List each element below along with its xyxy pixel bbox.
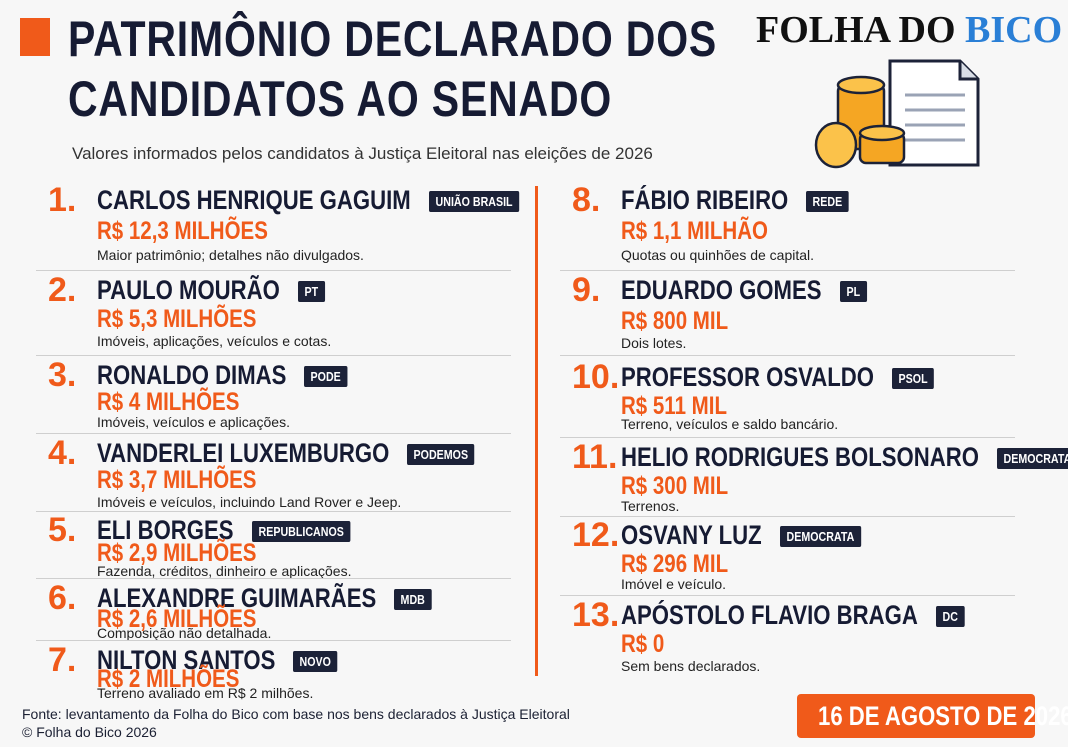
- party-badge: DC: [935, 606, 965, 627]
- rank: 5.: [48, 511, 77, 549]
- rank: 10.: [572, 358, 620, 396]
- amount: R$ 296 MIL: [621, 550, 729, 578]
- amount: R$ 2,6 MILHÕES: [97, 605, 257, 633]
- amount: R$ 0: [621, 630, 665, 658]
- candidate-name: CARLOS HENRIQUE GAGUIM: [97, 185, 411, 215]
- separator: [560, 355, 1015, 356]
- amount: R$ 2 MILHÕES: [97, 665, 240, 693]
- note: Maior patrimônio; detalhes não divulgado…: [97, 247, 364, 263]
- candidate-name: OSVANY LUZ: [621, 520, 762, 550]
- note: Composição não detalhada.: [97, 625, 272, 641]
- party-badge: PL: [839, 281, 867, 302]
- party-badge: PODEMOS: [407, 444, 475, 465]
- amount: R$ 800 MIL: [621, 307, 729, 335]
- separator: [560, 595, 1015, 596]
- candidate-name: ELI BORGES: [97, 515, 234, 545]
- note: Sem bens declarados.: [621, 658, 761, 674]
- rank: 6.: [48, 579, 77, 617]
- candidate-name: VANDERLEI LUXEMBURGO: [97, 438, 390, 468]
- candidate-name: ALEXANDRE GUIMARÃES: [97, 583, 377, 613]
- party-badge: REPUBLICANOS: [251, 521, 350, 542]
- brand: FOLHA DO BICO: [756, 8, 1062, 52]
- party-badge: DEMOCRATA: [996, 448, 1068, 469]
- party-badge: PSOL: [892, 368, 935, 389]
- column-divider: [535, 186, 538, 676]
- candidate-name: HELIO RODRIGUES BOLSONARO: [621, 442, 979, 472]
- candidate-name: EDUARDO GOMES: [621, 275, 822, 305]
- amount: R$ 12,3 MILHÕES: [97, 217, 268, 245]
- accent-square: [20, 18, 50, 56]
- amount: R$ 300 MIL: [621, 472, 729, 500]
- candidate-name: FÁBIO RIBEIRO: [621, 185, 789, 215]
- party-badge: PT: [297, 281, 325, 302]
- source: Fonte: levantamento da Folha do Bico com…: [22, 706, 570, 722]
- party-badge: UNIÃO BRASIL: [428, 191, 519, 212]
- copyright: © Folha do Bico 2026: [22, 724, 157, 740]
- amount: R$ 1,1 MILHÃO: [621, 217, 768, 245]
- title-line: CANDIDATOS AO SENADO: [68, 71, 613, 127]
- party-badge: PODE: [304, 366, 348, 387]
- separator: [36, 355, 511, 356]
- note: Dois lotes.: [621, 335, 687, 351]
- rank: 4.: [48, 434, 77, 472]
- separator: [36, 578, 511, 579]
- rank: 9.: [572, 271, 601, 309]
- candidate-name: RONALDO DIMAS: [97, 360, 287, 390]
- note: Quotas ou quinhões de capital.: [621, 247, 815, 263]
- rank: 7.: [48, 641, 77, 679]
- brand-part: BICO: [965, 9, 1063, 51]
- note: Terrenos.: [621, 498, 680, 514]
- party-badge: REDE: [806, 191, 850, 212]
- date-box: [797, 694, 1035, 738]
- amount: R$ 5,3 MILHÕES: [97, 305, 257, 333]
- candidate-name: APÓSTOLO FLAVIO BRAGA: [621, 600, 918, 630]
- note: Terreno, veículos e saldo bancário.: [621, 416, 839, 432]
- rank: 1.: [48, 181, 77, 219]
- rank: 2.: [48, 271, 77, 309]
- rank: 12.: [572, 516, 620, 554]
- title-line: PATRIMÔNIO DECLARADO DOS: [68, 11, 718, 67]
- separator: [36, 511, 511, 512]
- subtitle: Valores informados pelos candidatos à Ju…: [72, 144, 653, 163]
- party-badge: MDB: [394, 589, 432, 610]
- amount: R$ 4 MILHÕES: [97, 388, 240, 416]
- note: Terreno avaliado em R$ 2 milhões.: [97, 685, 314, 701]
- note: Imóvel e veículo.: [621, 576, 727, 592]
- separator: [36, 433, 511, 434]
- party-badge: DEMOCRATA: [779, 526, 861, 547]
- separator: [36, 270, 511, 271]
- candidate-name: PAULO MOURÃO: [97, 275, 280, 305]
- party-badge: NOVO: [293, 651, 338, 672]
- separator: [560, 270, 1015, 271]
- brand-part: FOLHA DO: [756, 9, 956, 51]
- rank: 11.: [572, 438, 618, 476]
- rank: 8.: [572, 181, 601, 219]
- note: Imóveis e veículos, incluindo Land Rover…: [97, 494, 402, 510]
- separator: [560, 437, 1015, 438]
- rank: 3.: [48, 356, 77, 394]
- separator: [560, 516, 1015, 517]
- coins-document-icon: [814, 59, 980, 169]
- candidate-name: NILTON SANTOS: [97, 645, 276, 675]
- amount: R$ 2,9 MILHÕES: [97, 539, 257, 567]
- rank: 13.: [572, 596, 620, 634]
- date: 16 DE AGOSTO DE 2026: [818, 701, 1068, 731]
- amount: R$ 511 MIL: [621, 392, 727, 420]
- amount: R$ 3,7 MILHÕES: [97, 466, 257, 494]
- note: Imóveis, aplicações, veículos e cotas.: [97, 333, 332, 349]
- note: Imóveis, veículos e aplicações.: [97, 414, 290, 430]
- note: Fazenda, créditos, dinheiro e aplicações…: [97, 563, 352, 579]
- candidate-name: PROFESSOR OSVALDO: [621, 362, 875, 392]
- separator: [36, 640, 511, 641]
